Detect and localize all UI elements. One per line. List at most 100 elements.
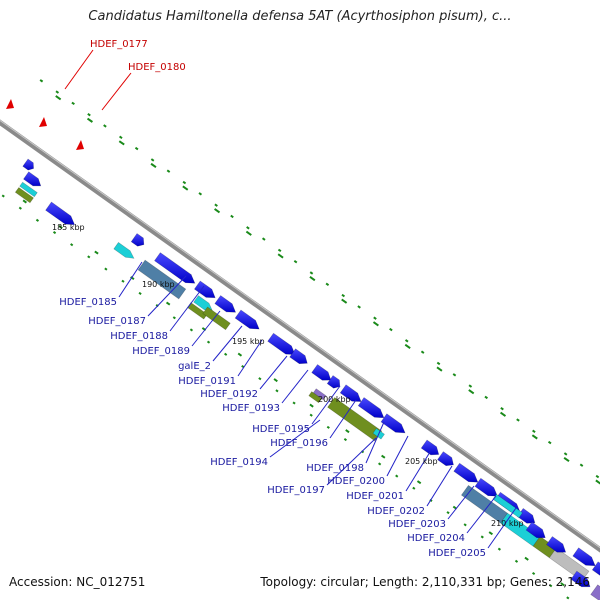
gene-label[interactable]: HDEF_0188 [110, 331, 168, 342]
gene-block[interactable] [492, 493, 523, 519]
gene-block[interactable] [234, 309, 260, 330]
gene-label[interactable]: HDEF_0191 [178, 376, 236, 387]
skew-dash [378, 462, 382, 466]
gene-label[interactable]: HDEF_0185 [59, 297, 117, 308]
gene-label[interactable]: HDEF_0203 [388, 519, 446, 530]
gene-label[interactable]: HDEF_0197 [267, 485, 325, 496]
skew-dash [273, 378, 278, 383]
gene-block[interactable] [267, 332, 296, 355]
gene-block[interactable] [154, 252, 196, 284]
skew-dash [560, 582, 565, 587]
skew-dash [416, 480, 422, 485]
gene-label[interactable]: HDEF_0194 [210, 457, 268, 468]
label-connector [405, 451, 431, 492]
skew-dash [292, 401, 296, 405]
skew-dash [395, 474, 399, 478]
gene-block[interactable] [308, 391, 322, 404]
gc-skew-track [1, 79, 600, 600]
gene-label[interactable]: HDEF_0187 [88, 316, 146, 327]
gene-block[interactable] [326, 375, 341, 389]
gene-block[interactable] [380, 413, 406, 434]
skew-dash [55, 95, 62, 101]
gene-block[interactable] [311, 364, 332, 381]
label-connector [64, 49, 94, 90]
skew-dash [516, 418, 520, 422]
skew-dash [35, 218, 40, 222]
gene-block[interactable] [45, 201, 76, 226]
skew-dash [103, 124, 107, 128]
gene-block[interactable] [312, 388, 327, 401]
gene-label[interactable]: HDEF_0193 [222, 403, 280, 414]
gene-label[interactable]: HDEF_0202 [367, 506, 425, 517]
gene-block[interactable] [453, 462, 479, 483]
backbone-highlight [0, 119, 600, 549]
start-marker [76, 140, 84, 150]
skew-dash [134, 146, 139, 151]
gene-block[interactable] [546, 536, 567, 553]
label-connector [326, 437, 377, 486]
gene-block[interactable] [113, 241, 135, 259]
label-connector-lines [64, 49, 517, 549]
gene-block[interactable] [23, 171, 42, 187]
gene-block[interactable] [327, 397, 383, 442]
gene-block[interactable] [193, 280, 216, 299]
gene-label[interactable]: galE_2 [178, 361, 211, 372]
skew-dash [309, 403, 314, 408]
label-connector [447, 485, 475, 520]
skew-dash [579, 463, 584, 467]
skew-dash [87, 112, 91, 117]
gene-block[interactable] [19, 181, 38, 198]
gene-block[interactable] [590, 584, 600, 600]
label-connector [212, 325, 243, 362]
gene-label[interactable]: HDEF_0204 [407, 533, 465, 544]
skew-dash [595, 474, 600, 479]
gene-label[interactable]: HDEF_0177 [90, 39, 148, 50]
skew-dash [531, 434, 538, 440]
gene-label[interactable]: HDEF_0180 [128, 62, 186, 73]
tick-label: 205 kbp [405, 457, 438, 466]
gene-block[interactable] [525, 521, 546, 539]
skew-dash [165, 301, 171, 306]
gene-block[interactable] [289, 348, 308, 365]
skew-dash [595, 479, 600, 485]
gene-block[interactable] [570, 570, 591, 588]
label-connector [329, 399, 357, 439]
gene-label[interactable]: HDEF_0200 [327, 476, 385, 487]
gene-block[interactable] [130, 233, 145, 247]
skew-dash [71, 101, 75, 106]
gene-block[interactable] [437, 451, 454, 467]
gene-label[interactable]: HDEF_0189 [132, 346, 190, 357]
skew-dash [246, 226, 250, 230]
gene-block[interactable] [339, 384, 362, 402]
skew-dash [549, 584, 553, 588]
gene-block[interactable] [420, 439, 440, 456]
gene-block[interactable] [591, 561, 600, 578]
gene-block[interactable] [14, 187, 34, 204]
skew-dash [1, 194, 5, 198]
gene-block[interactable] [357, 397, 385, 419]
skew-dash [309, 276, 316, 282]
gene-block[interactable] [22, 158, 34, 171]
gene-block[interactable] [214, 295, 237, 313]
gene-block[interactable] [474, 477, 498, 497]
gene-label[interactable]: HDEF_0196 [270, 438, 328, 449]
position-ticks: 185 kbp 190 kbp 195 kbp 200 kbp 205 kbp 210 k… [52, 223, 524, 528]
label-connector [281, 369, 309, 404]
skew-dash [446, 511, 450, 515]
gene-label[interactable]: HDEF_0192 [200, 389, 258, 400]
gene-label[interactable]: HDEF_0205 [428, 548, 486, 559]
skew-dash [309, 271, 314, 275]
gene-label[interactable]: HDEF_0201 [346, 491, 404, 502]
skew-dash [58, 225, 63, 229]
gene-block[interactable] [202, 306, 231, 331]
tick-label: 210 kbp [491, 519, 524, 528]
skew-dash [206, 340, 211, 344]
label-connector [466, 495, 497, 534]
gene-block[interactable] [572, 547, 596, 567]
label-connector [269, 419, 321, 458]
label-connector [101, 72, 132, 111]
skew-dash [130, 276, 135, 281]
gene-label[interactable]: HDEF_0195 [252, 424, 310, 435]
gene-label[interactable]: HDEF_0198 [306, 463, 364, 474]
